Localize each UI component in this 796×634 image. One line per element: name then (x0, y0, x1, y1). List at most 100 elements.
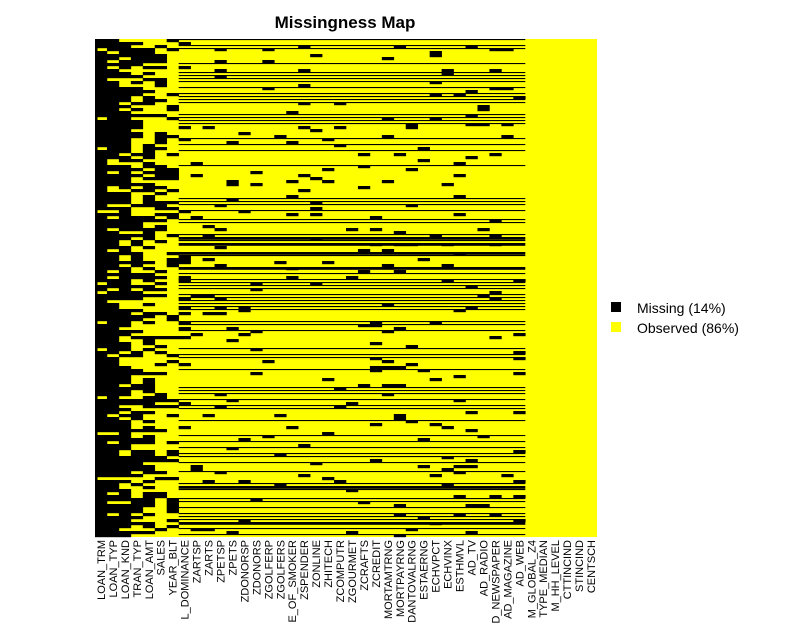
missing-cell (142, 78, 156, 82)
missing-row-line (178, 39, 526, 41)
missing-cell (238, 480, 251, 484)
missing-cell (513, 450, 526, 454)
missing-cell (106, 180, 120, 184)
missing-cell (130, 153, 144, 157)
missing-cell (477, 504, 490, 508)
missing-cell (441, 69, 454, 73)
missing-cell (118, 234, 132, 238)
missing-cell (322, 168, 335, 172)
missing-row-line (178, 120, 526, 122)
missing-cell (417, 258, 430, 262)
missing-cell (95, 519, 108, 523)
missing-cell (190, 528, 203, 532)
missing-row-line (178, 393, 526, 395)
missing-cell (95, 345, 108, 349)
missing-cell (477, 435, 490, 439)
missing-cell (142, 285, 156, 289)
missing-cell (142, 420, 156, 424)
x-tick-label: ZPETSP (216, 540, 228, 583)
missing-cell (118, 288, 132, 292)
missing-cell (166, 360, 179, 364)
missing-cell (95, 264, 108, 268)
missing-cell (417, 369, 430, 373)
missing-cell (130, 51, 144, 55)
missing-cell (95, 216, 108, 220)
missing-cell (142, 216, 156, 220)
missing-row-line (178, 483, 526, 485)
missing-cell (95, 387, 108, 391)
missing-row-line (178, 294, 526, 296)
missing-cell (95, 486, 108, 490)
missing-cell (118, 465, 132, 469)
x-tick-label: ESTHMVL (455, 540, 467, 592)
missing-cell (118, 282, 132, 286)
missing-row-line (178, 45, 526, 47)
missing-row-line (178, 165, 526, 167)
missing-cell (118, 183, 132, 187)
missing-row-line (178, 405, 526, 407)
missing-cell (106, 144, 120, 148)
missing-cell (118, 198, 132, 202)
missing-cell (166, 441, 179, 445)
missing-cell (95, 81, 108, 85)
missing-cell (166, 453, 179, 457)
missing-cell (250, 372, 263, 376)
missing-cell (95, 285, 108, 289)
missing-cell (238, 306, 251, 310)
missing-cell (95, 165, 108, 169)
missing-cell (501, 48, 514, 52)
missing-cell (118, 390, 132, 394)
heatmap-row-lines (178, 39, 526, 536)
missing-cell (118, 174, 132, 178)
missing-cell (178, 327, 191, 331)
missing-cell (118, 249, 132, 253)
missing-cell (250, 330, 263, 334)
missing-cell (453, 309, 466, 313)
missing-row-line (178, 273, 526, 275)
missing-cell (441, 483, 454, 487)
missing-cell (95, 225, 108, 229)
missing-cell (95, 408, 108, 412)
missing-cell (106, 120, 120, 124)
missing-cell (393, 513, 407, 517)
missing-cell (95, 51, 108, 55)
x-tick-label: CTTINCIND (562, 540, 574, 599)
x-tick-label: SALES (156, 540, 168, 575)
missing-cell (142, 201, 156, 205)
missing-cell (142, 438, 156, 442)
missing-cell (142, 276, 156, 280)
missing-cell (106, 306, 120, 310)
missing-cell (453, 195, 466, 199)
missing-cell (142, 405, 156, 409)
missing-cell (369, 357, 383, 361)
missing-cell (118, 324, 132, 328)
missing-cell (118, 210, 132, 214)
missing-cell (190, 468, 203, 472)
missing-cell (130, 465, 144, 469)
missing-row-line (178, 279, 526, 281)
missing-cell (118, 471, 132, 475)
missing-cell (393, 231, 407, 235)
missing-cell (166, 234, 179, 238)
missing-cell (118, 270, 132, 274)
missing-cell (106, 42, 120, 46)
missing-cell (429, 474, 442, 478)
missing-row-line (178, 408, 526, 410)
missing-cell (130, 507, 144, 511)
missing-cell (322, 180, 335, 184)
missing-cell (106, 438, 120, 442)
missing-cell (310, 213, 323, 217)
missing-cell (118, 222, 132, 226)
x-tick-label: ZGOURMET (347, 540, 359, 603)
missing-cell (142, 228, 156, 232)
missing-cell (95, 423, 108, 427)
missing-cell (381, 57, 395, 61)
missing-cell (286, 180, 299, 184)
missing-cell (513, 411, 526, 415)
missing-cell (118, 120, 132, 124)
missing-cell (501, 474, 514, 478)
missing-cell (95, 183, 108, 187)
missing-row-line (178, 330, 526, 332)
missing-cell (142, 471, 156, 475)
missing-cell (106, 462, 120, 466)
